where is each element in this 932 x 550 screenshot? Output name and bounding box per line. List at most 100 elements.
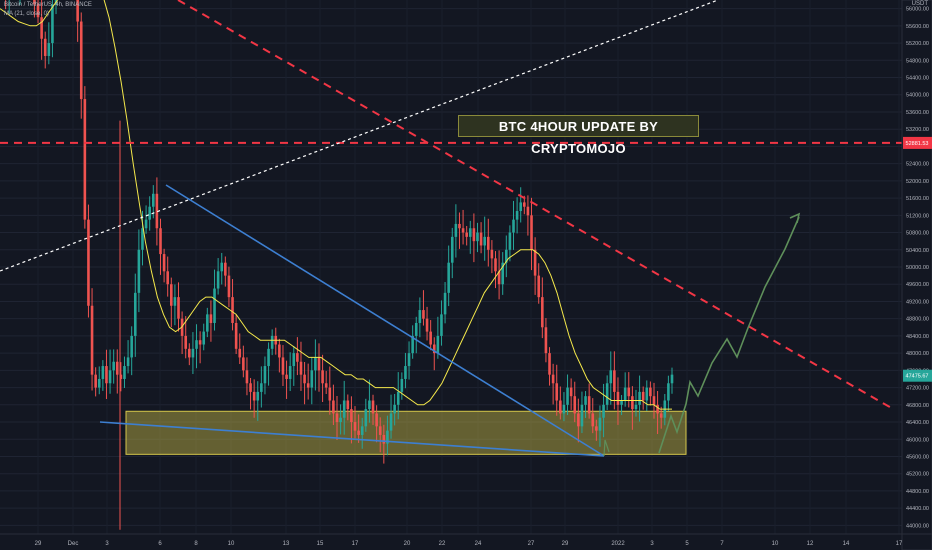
candle-body bbox=[368, 400, 371, 410]
candle-body bbox=[119, 374, 123, 379]
candle-body bbox=[425, 318, 429, 332]
candle-body bbox=[422, 310, 425, 319]
candle-body bbox=[530, 215, 533, 250]
candle-body bbox=[508, 232, 512, 250]
x-tick-label: 12 bbox=[807, 541, 814, 547]
candle-body bbox=[79, 21, 83, 100]
candle-body bbox=[559, 400, 562, 414]
candle-body bbox=[573, 396, 577, 414]
candle-body bbox=[350, 409, 353, 423]
candle-body bbox=[515, 211, 519, 220]
x-tick-label: 3 bbox=[105, 541, 109, 547]
candle-body bbox=[649, 387, 652, 397]
candle-body bbox=[353, 422, 357, 431]
y-tick-label: 44000.00 bbox=[906, 523, 929, 529]
candle-body bbox=[256, 391, 260, 401]
candle-body bbox=[620, 400, 623, 405]
triangle-upper-line bbox=[165, 184, 605, 457]
candle-body bbox=[191, 348, 195, 358]
ma-legend[interactable]: MA (21, close, 0) bbox=[4, 11, 50, 17]
candle-body bbox=[213, 288, 216, 323]
candle-body bbox=[386, 430, 389, 444]
candle-body bbox=[97, 378, 101, 388]
candle-body bbox=[328, 387, 332, 401]
candle-body bbox=[303, 374, 306, 384]
price-axis[interactable]: 44000.00 44400.00 44800.00 45200.00 45600.00… bbox=[901, 0, 932, 550]
candle-body bbox=[483, 236, 486, 246]
time-axis[interactable]: 29 Dec 3 6 8 10 13 15 17 20 22 24 27 29 2022 3 5 7 10 12 14 1… bbox=[0, 533, 932, 547]
candle-body bbox=[123, 366, 126, 379]
symbol-legend[interactable]: Bitcoin / TetherUS, 4h, BINANCE bbox=[4, 2, 92, 8]
y-tick-label: 49200.00 bbox=[906, 299, 929, 305]
y-tick-label: 48800.00 bbox=[906, 317, 929, 323]
candle-body bbox=[188, 348, 191, 358]
candle-body bbox=[90, 305, 94, 375]
y-tick-label: 56000.00 bbox=[906, 7, 929, 13]
candle-body bbox=[216, 271, 220, 289]
candle-body bbox=[393, 404, 396, 414]
candle-body bbox=[486, 236, 490, 250]
candle-body bbox=[364, 409, 368, 427]
candle-body bbox=[299, 361, 303, 375]
y-tick-label: 50800.00 bbox=[906, 231, 929, 237]
candle-body bbox=[108, 370, 112, 384]
candle-body bbox=[562, 404, 566, 414]
candle-body bbox=[544, 327, 548, 354]
candle-body bbox=[335, 413, 339, 423]
y-tick-label: 44400.00 bbox=[906, 506, 929, 512]
candle-body bbox=[616, 391, 620, 405]
candle-body bbox=[472, 228, 476, 242]
candle-body bbox=[242, 357, 245, 371]
candle-body bbox=[584, 396, 587, 405]
candle-body bbox=[224, 262, 227, 276]
candle-body bbox=[321, 370, 324, 384]
candle-body bbox=[656, 404, 659, 414]
y-tick-label: 46400.00 bbox=[906, 420, 929, 426]
x-tick-label: 17 bbox=[896, 541, 903, 547]
x-tick-label: 15 bbox=[317, 541, 324, 547]
candle-body bbox=[231, 297, 234, 323]
candle-body bbox=[195, 340, 198, 349]
candle-body bbox=[198, 340, 202, 345]
candle-body bbox=[270, 335, 274, 349]
y-tick-label: 50000.00 bbox=[906, 265, 929, 271]
candle-body bbox=[83, 99, 87, 220]
ma21-line bbox=[0, 0, 672, 410]
candle-body bbox=[360, 426, 364, 435]
candle-body bbox=[631, 396, 634, 410]
candle-body bbox=[526, 206, 530, 216]
candle-body bbox=[184, 335, 188, 349]
candle-body bbox=[396, 391, 400, 405]
chart-legend: Bitcoin / TetherUS, 4h, BINANCE MA (21, … bbox=[4, 1, 92, 19]
candle-body bbox=[400, 378, 404, 392]
price-tag-box bbox=[903, 136, 932, 149]
candle-body bbox=[634, 404, 638, 410]
candle-body bbox=[292, 353, 296, 367]
candle-body bbox=[432, 344, 436, 354]
y-tick-label: 49600.00 bbox=[906, 282, 929, 288]
support-zone-rect bbox=[125, 410, 687, 455]
candle-body bbox=[281, 357, 285, 375]
candle-body bbox=[314, 357, 317, 371]
x-tick-label: Dec bbox=[68, 541, 79, 547]
candle-body bbox=[523, 202, 526, 207]
candle-body bbox=[411, 335, 414, 354]
candle-body bbox=[580, 404, 584, 427]
candle-body bbox=[501, 262, 504, 285]
candle-body bbox=[429, 331, 432, 345]
candle-body bbox=[51, 4, 54, 44]
candle-body bbox=[133, 292, 137, 336]
candle-body bbox=[490, 249, 494, 259]
candle-body bbox=[234, 322, 238, 349]
candle-body bbox=[404, 366, 407, 379]
candle-body bbox=[249, 383, 252, 392]
candle-body bbox=[310, 370, 314, 388]
candle-body bbox=[324, 383, 328, 388]
candle-body bbox=[458, 223, 461, 229]
y-tick-label: 52400.00 bbox=[906, 162, 929, 168]
candle-body bbox=[87, 219, 90, 306]
candle-body bbox=[638, 391, 641, 405]
candle-body bbox=[346, 400, 350, 410]
